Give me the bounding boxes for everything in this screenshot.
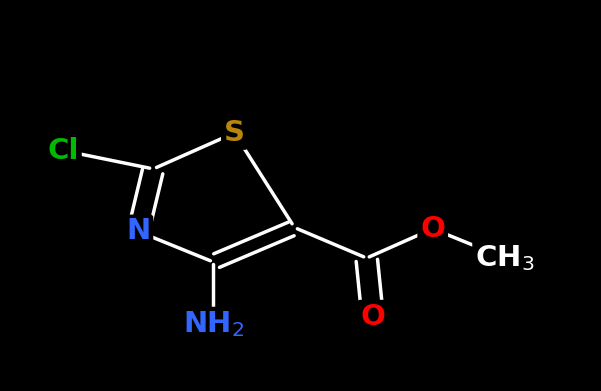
- Text: CH$_3$: CH$_3$: [475, 243, 534, 273]
- Text: O: O: [420, 215, 445, 243]
- Text: NH$_2$: NH$_2$: [183, 310, 244, 339]
- Text: N: N: [126, 217, 150, 246]
- Text: Cl: Cl: [47, 136, 79, 165]
- Text: S: S: [224, 119, 245, 147]
- Text: O: O: [360, 303, 385, 331]
